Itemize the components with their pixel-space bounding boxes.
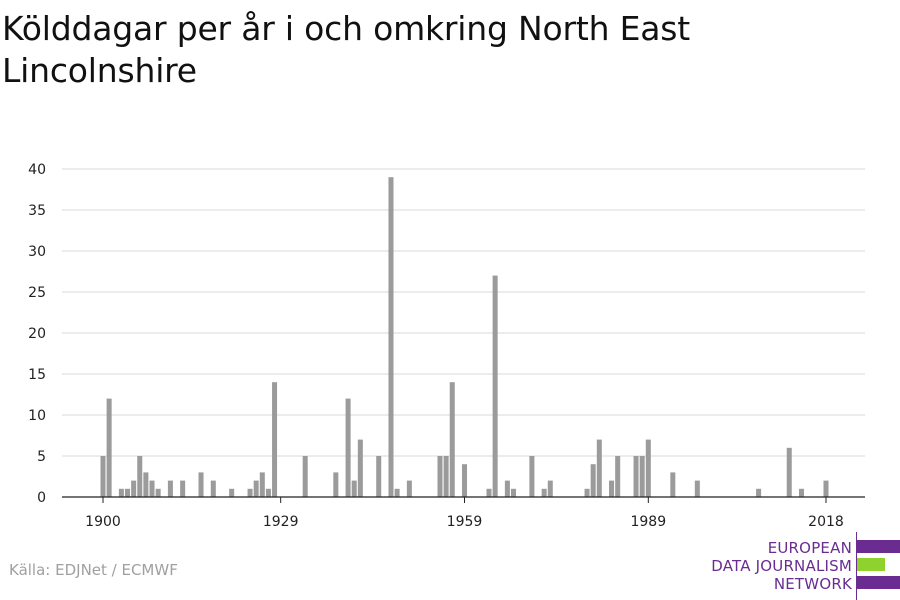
bar-1964: [492, 275, 498, 497]
bar-2007: [756, 488, 762, 497]
y-tick-label-40: 40: [28, 162, 46, 178]
x-tick-label-1989: 1989: [630, 514, 666, 530]
bar-1942: [357, 439, 363, 497]
bar-1956: [443, 456, 449, 497]
logo-separator: [856, 532, 857, 600]
y-tick-label-30: 30: [28, 244, 46, 260]
bar-1979: [584, 488, 590, 497]
bar-1933: [302, 456, 308, 497]
bar-1997: [694, 480, 700, 497]
bar-1903: [118, 488, 124, 497]
bar-1913: [180, 480, 186, 497]
bar-1967: [511, 488, 517, 497]
bar-1921: [229, 488, 235, 497]
bar-1957: [449, 382, 455, 497]
bar-1924: [247, 488, 253, 497]
bar-1970: [529, 456, 535, 497]
bar-1901: [106, 398, 112, 497]
bar-1987: [633, 456, 639, 497]
bar-2014: [798, 488, 805, 497]
y-tick-label-25: 25: [28, 285, 46, 301]
x-tick-label-1900: 1900: [85, 514, 121, 530]
logo-line-network: NETWORK: [773, 575, 852, 593]
bar-1904: [124, 488, 131, 497]
bar-1926: [259, 472, 265, 497]
gridlines: [62, 168, 865, 457]
bar-1925: [253, 480, 259, 497]
bar-1955: [437, 456, 443, 497]
y-tick-label-5: 5: [37, 449, 46, 465]
y-tick-label-10: 10: [28, 408, 46, 424]
bar-1906: [137, 456, 143, 497]
x-tick-label-1959: 1959: [447, 514, 483, 530]
logo-bar-bottom: [857, 576, 900, 589]
logo-line-european: EUROPEAN: [767, 539, 852, 557]
bar-1984: [615, 456, 621, 497]
bar-1945: [376, 456, 382, 497]
logo-bar-middle: [857, 558, 885, 571]
bar-2012: [786, 447, 792, 497]
bar-1972: [541, 488, 547, 497]
bars: [100, 177, 829, 497]
bar-1900: [100, 456, 106, 497]
edjnet-logo: EUROPEAN DATA JOURNALISM NETWORK: [700, 532, 900, 600]
x-tick-label-2018: 2018: [808, 514, 844, 530]
bar-1909: [155, 488, 161, 497]
bar-1980: [590, 464, 596, 497]
bar-2018: [823, 480, 829, 497]
bar-1941: [351, 480, 357, 497]
y-tick-label-0: 0: [37, 490, 46, 506]
y-tick-label-15: 15: [28, 367, 46, 383]
logo-line-data-journalism: DATA JOURNALISM: [711, 557, 852, 575]
bar-1928: [272, 382, 278, 497]
axes: 0 5 10 15 20 25 30 35 40 1900 1929 1959 1989 2018: [28, 162, 865, 530]
bar-1940: [345, 398, 351, 497]
bar-1963: [486, 488, 492, 497]
chart-title: Kölddagar per år i och omkring North Eas…: [2, 9, 691, 90]
bar-1916: [198, 472, 204, 497]
bar-1911: [167, 480, 173, 497]
logo-bar-top: [857, 540, 900, 553]
bar-1993: [670, 472, 676, 497]
bar-1905: [131, 480, 137, 497]
bar-1950: [406, 480, 412, 497]
bar-1938: [333, 472, 339, 497]
x-tick-label-1929: 1929: [263, 514, 299, 530]
bar-1981: [596, 439, 602, 497]
bar-1959: [461, 464, 468, 497]
source-note: Källa: EDJNet / ECMWF: [9, 561, 178, 579]
bar-1988: [639, 456, 645, 497]
bar-1973: [547, 480, 553, 497]
y-tick-label-20: 20: [28, 326, 46, 342]
bar-1989: [645, 439, 651, 497]
bar-1918: [210, 480, 216, 497]
bar-1947: [388, 177, 394, 497]
y-tick-label-35: 35: [28, 203, 46, 219]
bar-1908: [149, 480, 155, 497]
bar-1927: [265, 488, 271, 497]
bar-1948: [394, 488, 400, 497]
bar-1983: [609, 480, 615, 497]
bar-1966: [504, 480, 510, 497]
bar-1907: [143, 472, 149, 497]
